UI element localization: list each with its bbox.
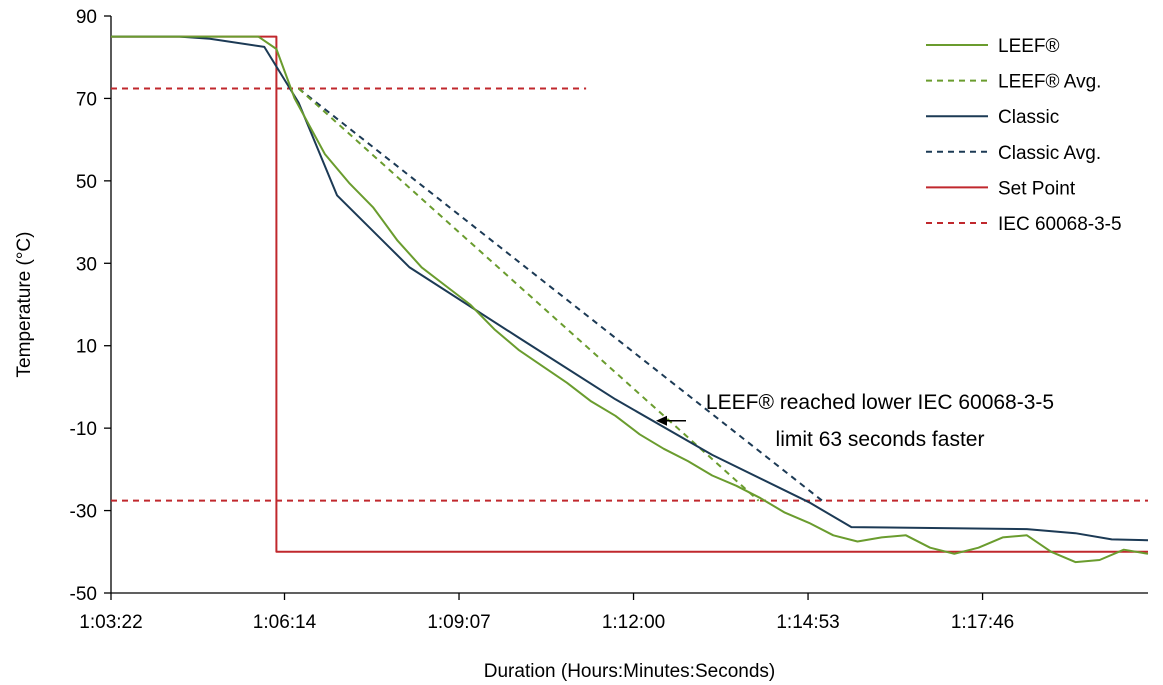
legend-label: Set Point [998,178,1076,199]
annotation-arrowhead [656,415,667,426]
annotation-line: limit 63 seconds faster [776,428,985,451]
x-tick-label: 1:17:46 [951,612,1014,633]
x-tick-label: 1:03:22 [79,612,142,633]
y-tick-label: 50 [76,172,97,193]
axes: 90 70 50 30 10 -10 -30 -50 1:03:22 1:06:14 1:09:07… [70,7,1148,633]
y-tick-label: 90 [76,7,97,28]
legend-label: LEEF® Avg. [998,72,1101,93]
legend-label: IEC 60068-3-5 [998,214,1122,235]
series-leef [111,35,1149,564]
series-set-point [111,35,1148,553]
y-tick-label: 30 [76,254,97,275]
x-tick-label: 1:14:53 [776,612,839,633]
series-classic [111,35,1149,542]
x-tick-label: 1:12:00 [602,612,665,633]
series-leef-avg [297,87,760,502]
y-tick-label: -30 [70,502,97,523]
y-tick-label: 10 [76,337,97,358]
y-tick-label: -50 [70,584,97,605]
legend: LEEF® LEEF® Avg. Classic Classic Avg. Set Po… [926,36,1122,235]
series-layer [111,35,1149,564]
legend-label: Classic Avg. [998,143,1101,164]
x-axis-title: Duration (Hours:Minutes:Seconds) [484,661,775,682]
series-classic-avg [297,87,823,502]
x-tick-label: 1:09:07 [427,612,490,633]
y-tick-label: -10 [70,419,97,440]
legend-label: LEEF® [998,36,1060,57]
y-tick-label: 70 [76,89,97,110]
annotation-line: LEEF® reached lower IEC 60068-3-5 [706,391,1054,414]
annotation-layer: LEEF® reached lower IEC 60068-3-5 limit 6… [656,391,1054,451]
legend-label: Classic [998,107,1059,128]
x-tick-label: 1:06:14 [253,612,317,633]
y-axis-title: Temperature (°C) [14,232,35,378]
